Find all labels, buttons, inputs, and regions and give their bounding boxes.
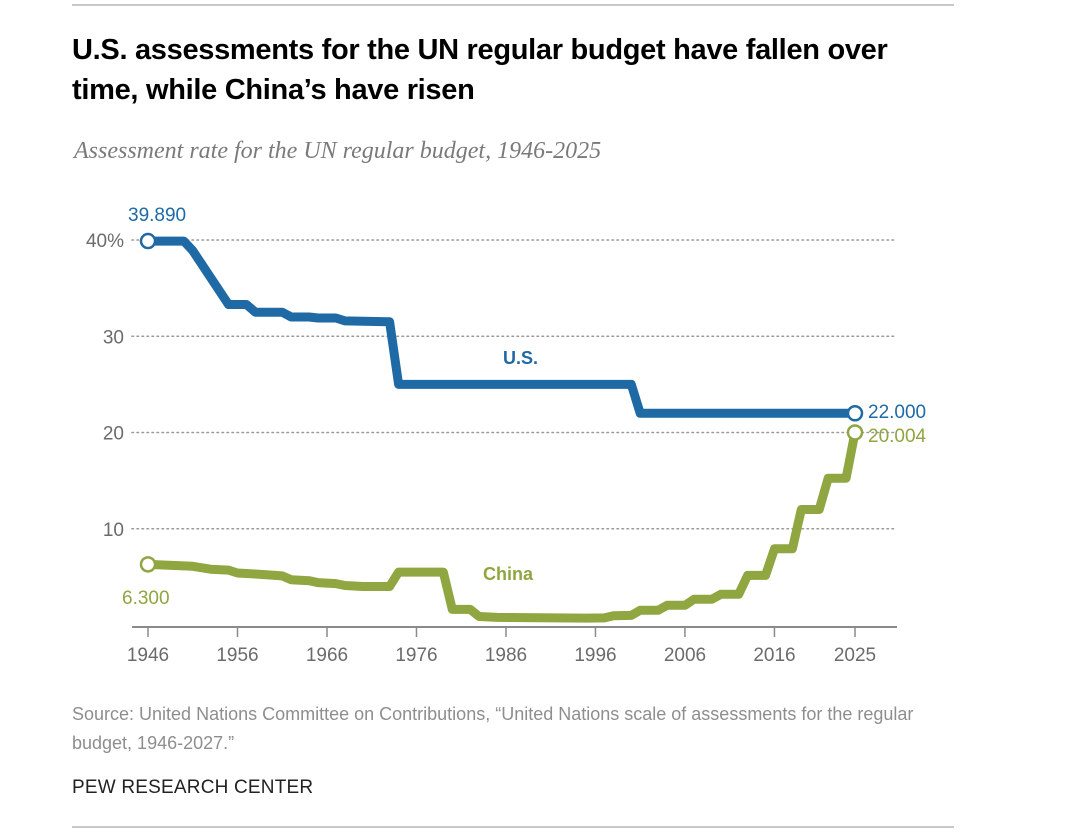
us-end-value-label: 22.000 xyxy=(868,402,926,423)
source-note: Source: United Nations Committee on Cont… xyxy=(72,704,914,753)
y-tick-label: 40% xyxy=(86,231,124,252)
x-axis: 1946 1956 1966 1976 1986 1996 2006 2016 2025 xyxy=(127,626,897,666)
bottom-rule xyxy=(72,826,954,828)
x-tick-label: 1976 xyxy=(395,645,437,666)
x-tick-label: 1986 xyxy=(485,645,527,666)
brand-logo-text: PEW RESEARCH CENTER xyxy=(72,777,314,798)
y-tick-label: 10 xyxy=(103,520,124,541)
start-point-marker xyxy=(139,556,157,573)
x-tick-label: 2025 xyxy=(834,645,876,666)
x-tick-label: 1946 xyxy=(127,645,169,666)
chart-title: U.S. assessments for the UN regular budg… xyxy=(72,34,888,106)
end-point-marker xyxy=(846,424,864,441)
y-tick-label: 30 xyxy=(103,327,124,348)
start-point-marker xyxy=(139,232,157,250)
top-rule xyxy=(72,4,954,6)
x-tick-label: 2016 xyxy=(753,645,795,666)
china-end-value-label: 20.004 xyxy=(868,426,927,447)
series-lines xyxy=(147,236,860,623)
x-tick-label: 1966 xyxy=(306,645,348,666)
series-line-us xyxy=(148,236,855,418)
china-start-value-label: 6.300 xyxy=(122,588,170,609)
series-labels: 39.890 22.000 U.S. 6.300 20.004 China xyxy=(122,205,927,609)
series-line-china xyxy=(147,431,860,623)
x-tick-label: 1996 xyxy=(574,645,616,666)
y-tick-label: 20 xyxy=(103,424,124,445)
us-start-value-label: 39.890 xyxy=(128,205,186,226)
china-series-label: China xyxy=(483,564,534,584)
end-point-marker xyxy=(846,405,864,422)
x-tick-label: 2006 xyxy=(664,645,706,666)
chart-subtitle: Assessment rate for the UN regular budge… xyxy=(74,138,602,164)
series-markers xyxy=(139,232,864,573)
y-axis-ticks: 10 20 30 40% xyxy=(86,231,124,541)
us-series-label: U.S. xyxy=(503,348,538,368)
x-tick-label: 1956 xyxy=(216,645,258,666)
